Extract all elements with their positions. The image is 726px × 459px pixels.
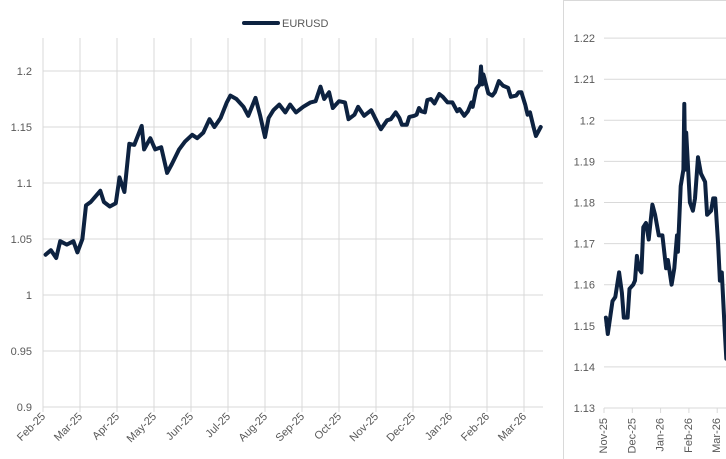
y-tick-label: 1.05	[11, 234, 32, 246]
eurusd-series-line	[603, 101, 726, 361]
x-tick-label: Jun-25	[164, 411, 196, 443]
y-tick-label: 0.9	[17, 402, 32, 414]
y-tick-label: 1.19	[574, 156, 595, 168]
legend: EURUSD	[242, 18, 329, 30]
y-tick-label: 1.18	[574, 198, 595, 210]
y-tick-label: 1.13	[574, 403, 595, 415]
y-tick-label: 1.16	[574, 280, 595, 292]
x-tick-label: Jan-26	[655, 418, 667, 452]
x-tick-label: Feb-25	[15, 411, 48, 444]
x-tick-label: Jul-25	[203, 411, 233, 441]
y-tick-label: 1.15	[574, 321, 595, 333]
x-tick-label: Apr-25	[90, 411, 122, 443]
x-tick-label: Oct-25	[312, 411, 344, 443]
y-tick-label: 1.1	[17, 178, 32, 190]
x-tick-label: Mar-26	[496, 411, 529, 444]
y-tick-label: 0.95	[11, 346, 32, 358]
x-tick-label: Nov-25	[348, 411, 382, 445]
x-tick-label: Aug-25	[237, 411, 271, 445]
y-tick-label: 1.15	[11, 122, 32, 134]
x-tick-label: Feb-26	[683, 418, 695, 453]
x-tick-label: Feb-26	[459, 411, 492, 444]
eurusd-series-line	[43, 64, 543, 260]
y-tick-label: 1.21	[574, 74, 595, 86]
legend-label: EURUSD	[282, 18, 329, 30]
y-tick-label: 1.22	[574, 33, 595, 45]
eurusd-full-chart: 0.9 0.95 1 1.05 1.1 1.15 1.2 Feb-25 Mar-25 Apr-25…	[11, 38, 543, 445]
x-tick-label: Dec-25	[385, 411, 419, 445]
x-tick-label: Sep-25	[274, 411, 308, 445]
x-tick-label: Mar-25	[52, 411, 85, 444]
y-tick-label: 1.2	[17, 66, 32, 78]
y-tick-label: 1	[26, 290, 32, 302]
x-tick-label: Nov-25	[598, 418, 610, 453]
x-tick-label: Dec-25	[626, 418, 638, 453]
x-tick-label: Mar-26	[711, 418, 723, 453]
y-tick-label: 1.14	[574, 362, 595, 374]
x-tick-label: Jan-26	[423, 411, 455, 443]
y-tick-label: 1.2	[580, 115, 595, 127]
x-tick-label: May-25	[125, 411, 159, 445]
y-tick-label: 1.17	[574, 239, 595, 251]
eurusd-zoom-chart: 1.13 1.14 1.15 1.16 1.17 1.18 1.19 1.2 1.21 1.22 N…	[563, 0, 726, 459]
